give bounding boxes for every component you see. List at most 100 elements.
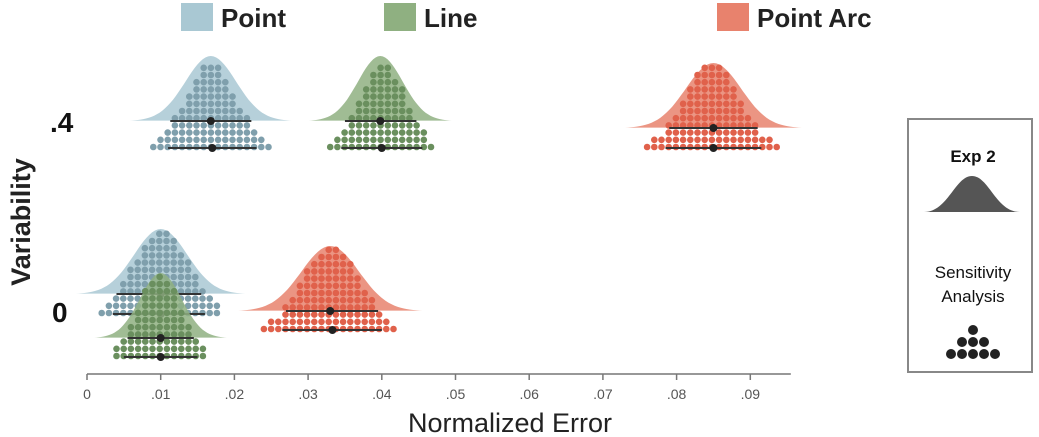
sensitivity-dot <box>325 289 333 297</box>
sensitivity-dot <box>193 107 200 115</box>
sensitivity-dot <box>303 318 311 326</box>
sensitivity-dot <box>701 100 708 108</box>
sensitivity-dot <box>289 311 297 318</box>
legend-dot <box>979 349 989 359</box>
legend-dot <box>990 349 1000 359</box>
plot-marks <box>75 56 802 361</box>
sensitivity-dot <box>694 107 701 115</box>
sensitivity-dot <box>229 114 236 122</box>
sensitivity-dot <box>413 129 420 136</box>
sensitivity-dot <box>275 325 282 333</box>
sensitivity-dot <box>355 136 363 144</box>
sensitivity-dot <box>149 316 156 324</box>
sensitivity-dot <box>250 136 258 144</box>
sensitivity-dot <box>222 78 229 86</box>
sensitivity-dot <box>163 331 171 338</box>
sensitivity-dot <box>200 78 207 86</box>
sensitivity-dot <box>113 352 120 360</box>
sensitivity-dot <box>199 352 207 360</box>
sensitivity-dot <box>186 129 193 136</box>
sensitivity-dot <box>170 295 178 302</box>
sensitivity-dot <box>737 107 744 115</box>
sensitivity-dot <box>311 296 318 304</box>
sensitivity-dot <box>185 338 192 345</box>
legend-label-point-arc: Point Arc <box>757 3 872 33</box>
sensitivity-dot <box>199 302 206 310</box>
sensitivity-dot <box>370 93 377 100</box>
sensitivity-dot <box>332 304 340 311</box>
sensitivity-dot <box>715 107 723 115</box>
sensitivity-dot <box>413 122 420 129</box>
side-legend-label-line1: Sensitivity <box>935 263 1012 282</box>
sensitivity-dot <box>370 136 377 144</box>
sensitivity-dot <box>170 259 177 266</box>
sensitivity-dot <box>715 71 723 79</box>
sensitivity-dot <box>289 304 297 311</box>
sensitivity-dot <box>339 282 347 290</box>
sensitivity-dot <box>186 93 193 100</box>
sensitivity-dot <box>164 136 171 144</box>
sensitivity-dot <box>303 304 311 311</box>
sensitivity-dot <box>222 136 229 144</box>
x-axis: 0 .01 .02 .03 .04 .05 .06 .07 .08 .09 <box>83 373 791 402</box>
sensitivity-mean-dot <box>208 144 217 152</box>
sensitivity-dot <box>723 86 730 93</box>
sensitivity-dot <box>127 302 134 310</box>
sensitivity-dot <box>186 107 193 115</box>
sensitivity-dot <box>694 78 701 86</box>
sensitivity-dot <box>134 309 142 317</box>
sensitivity-mean-dot <box>377 144 386 152</box>
sensitivity-dot <box>120 338 127 345</box>
sensitivity-dot <box>282 311 289 318</box>
sensitivity-dot <box>687 100 694 108</box>
sensitivity-dot <box>420 136 428 144</box>
sensitivity-dot <box>325 246 333 254</box>
legend-dot <box>968 337 978 347</box>
sensitivity-dot <box>355 129 363 136</box>
sensitivity-dot <box>311 275 318 282</box>
sensitivity-dot <box>334 143 341 151</box>
sensitivity-dot <box>391 114 399 122</box>
sensitivity-dot <box>318 275 325 282</box>
sensitivity-dot <box>398 136 406 144</box>
sensitivity-dot <box>207 93 215 100</box>
sensitivity-dot <box>200 71 207 79</box>
sensitivity-dot <box>339 311 347 318</box>
sensitivity-dot <box>362 86 370 93</box>
sensitivity-dot <box>311 318 318 326</box>
sensitivity-dot <box>384 86 392 93</box>
sensitivity-dot <box>214 64 222 72</box>
x-tick-label: .03 <box>298 386 318 402</box>
sensitivity-dot <box>303 282 311 290</box>
sensitivity-dot <box>406 122 413 129</box>
sensitivity-dot <box>177 280 185 288</box>
sensitivity-dot <box>347 318 354 326</box>
sensitivity-dot <box>318 260 325 268</box>
sensitivity-dot <box>694 136 701 144</box>
sensitivity-dot <box>715 86 723 93</box>
sensitivity-dot <box>311 311 318 318</box>
sensitivity-dot <box>355 114 363 122</box>
sensitivity-dot <box>332 260 340 268</box>
sensitivity-dot <box>362 122 370 129</box>
legend-swatch-point <box>181 3 213 31</box>
sensitivity-dot <box>332 289 340 297</box>
sensitivity-dot <box>694 129 701 136</box>
sensitivity-dot <box>178 345 185 353</box>
sensitivity-dot <box>207 86 215 93</box>
sensitivity-dot <box>184 295 192 302</box>
sensitivity-dot <box>701 129 708 136</box>
sensitivity-dot <box>134 316 142 324</box>
sensitivity-dot <box>377 93 384 100</box>
sensitivity-dot <box>687 129 694 136</box>
sensitivity-dot <box>701 114 708 122</box>
sensitivity-dot <box>170 244 177 252</box>
sensitivity-dot <box>391 107 399 115</box>
sensitivity-dot <box>156 266 163 274</box>
sensitivity-dot <box>679 129 687 136</box>
sensitivity-dot <box>723 129 730 136</box>
sensitivity-dot <box>311 282 318 290</box>
sensitivity-dot <box>207 107 215 115</box>
sensitivity-dot <box>384 71 392 79</box>
sensitivity-dot <box>354 311 361 318</box>
